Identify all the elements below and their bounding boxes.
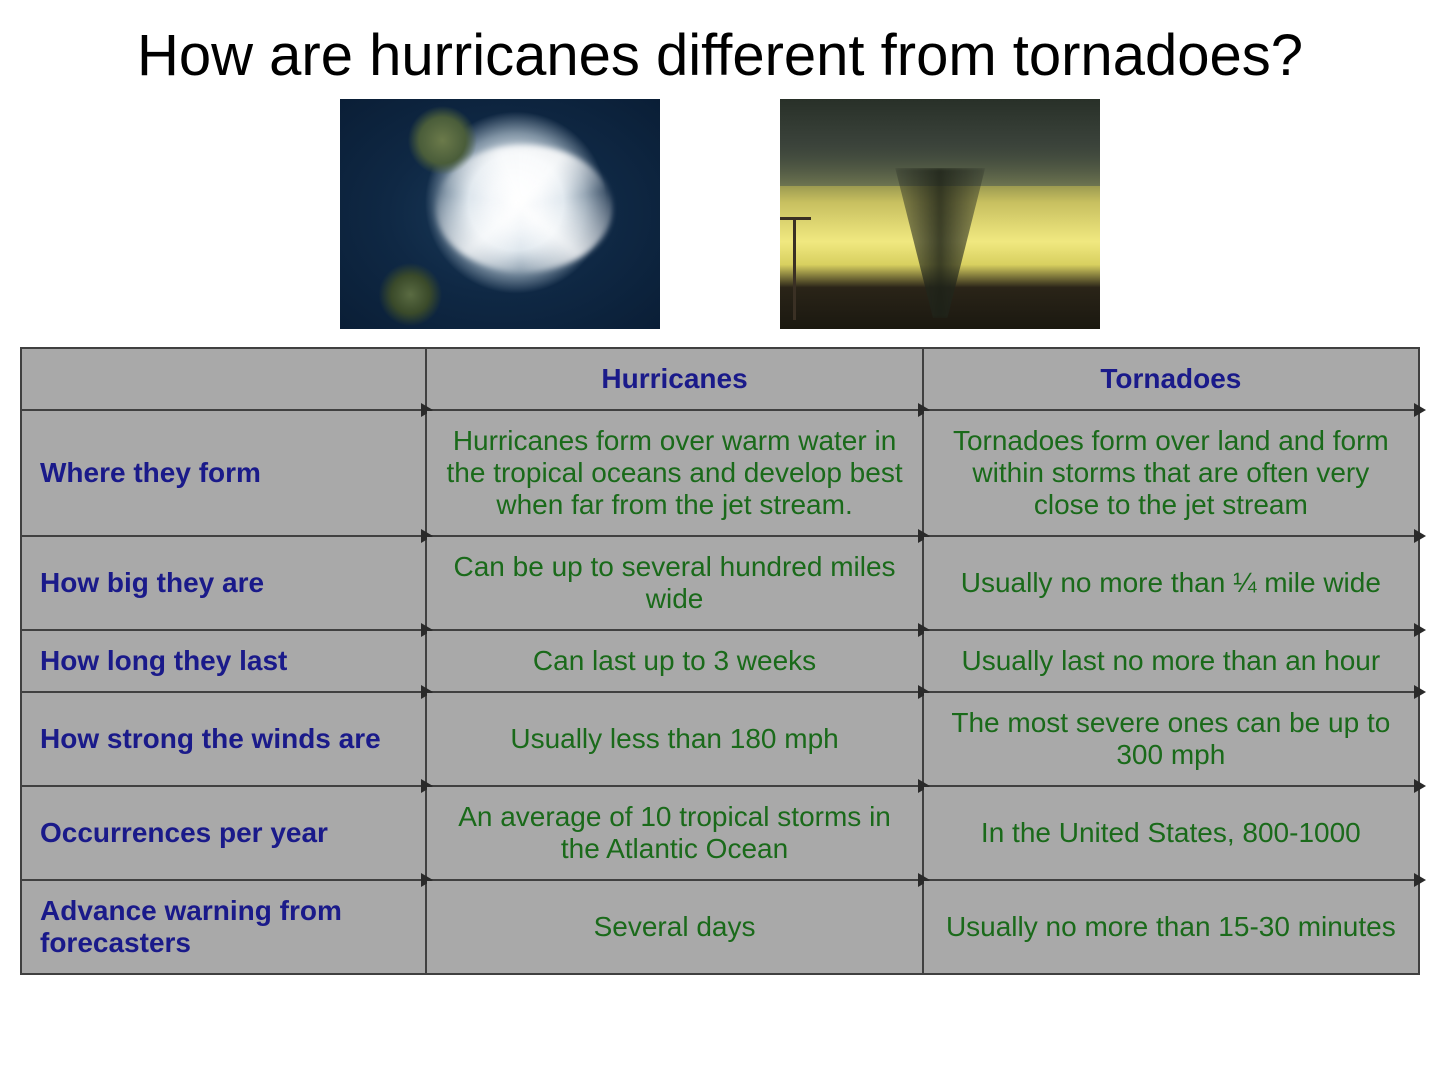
cell-tornadoes: In the United States, 800-1000 <box>923 786 1419 880</box>
table-header-hurricanes: Hurricanes <box>426 348 922 410</box>
table-row: Occurrences per year An average of 10 tr… <box>21 786 1419 880</box>
slide: How are hurricanes different from tornad… <box>0 0 1440 1080</box>
table-row: How big they are Can be up to several hu… <box>21 536 1419 630</box>
table-row: How strong the winds are Usually less th… <box>21 692 1419 786</box>
table-header-row: Hurricanes Tornadoes <box>21 348 1419 410</box>
cell-tornadoes: Tornadoes form over land and form within… <box>923 410 1419 536</box>
cell-hurricanes: An average of 10 tropical storms in the … <box>426 786 922 880</box>
row-label: Advance warning from forecasters <box>21 880 426 974</box>
cell-tornadoes: Usually no more than 15-30 minutes <box>923 880 1419 974</box>
table-row: Advance warning from forecasters Several… <box>21 880 1419 974</box>
cell-tornadoes: The most severe ones can be up to 300 mp… <box>923 692 1419 786</box>
row-label: How big they are <box>21 536 426 630</box>
table-header-tornadoes: Tornadoes <box>923 348 1419 410</box>
table-row: Where they form Hurricanes form over war… <box>21 410 1419 536</box>
row-label: How strong the winds are <box>21 692 426 786</box>
tornado-pole <box>793 219 796 320</box>
table-row: How long they last Can last up to 3 week… <box>21 630 1419 692</box>
cell-hurricanes: Can last up to 3 weeks <box>426 630 922 692</box>
hurricane-image <box>340 99 660 329</box>
cell-hurricanes: Usually less than 180 mph <box>426 692 922 786</box>
cell-tornadoes: Usually last no more than an hour <box>923 630 1419 692</box>
row-label: How long they last <box>21 630 426 692</box>
row-label: Occurrences per year <box>21 786 426 880</box>
row-label: Where they form <box>21 410 426 536</box>
cell-hurricanes: Several days <box>426 880 922 974</box>
cell-hurricanes: Hurricanes form over warm water in the t… <box>426 410 922 536</box>
page-title: How are hurricanes different from tornad… <box>20 22 1420 89</box>
comparison-table: Hurricanes Tornadoes Where they form Hur… <box>20 347 1420 975</box>
tornado-image <box>780 99 1100 329</box>
cell-tornadoes: Usually no more than ¼ mile wide <box>923 536 1419 630</box>
cell-hurricanes: Can be up to several hundred miles wide <box>426 536 922 630</box>
images-row <box>20 99 1420 329</box>
table-header-blank <box>21 348 426 410</box>
